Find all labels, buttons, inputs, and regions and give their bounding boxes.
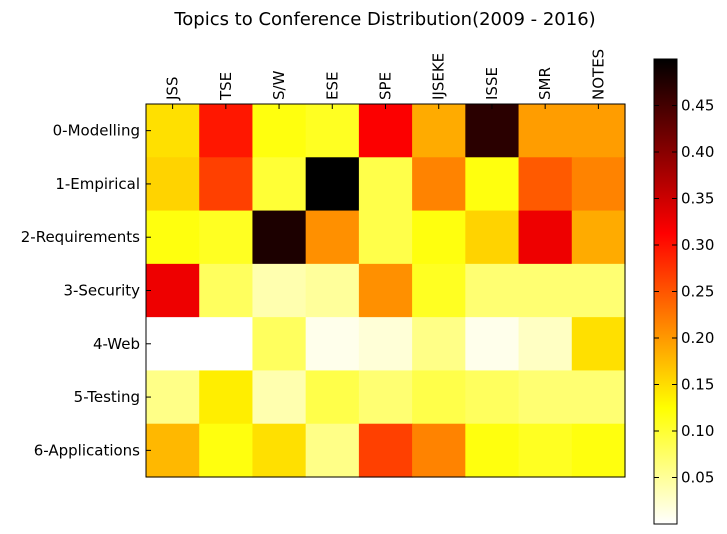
colorbar-tick-label: 0.45: [681, 97, 714, 115]
heatmap-cell-3-1: [199, 263, 254, 318]
row-labels: 0-Modelling 1-Empirical 2-Requirements 3-Se…: [21, 122, 151, 459]
column-label: SPE: [377, 72, 395, 100]
heatmap-cell-2-2: [252, 210, 307, 265]
heatmap-cell-3-0: [146, 263, 200, 318]
heatmap-cell-1-7: [518, 157, 573, 212]
colorbar-tick-label: 0.25: [681, 283, 714, 301]
colorbar-tick-label: 0.20: [681, 329, 714, 347]
heatmap-cell-1-4: [358, 157, 413, 212]
heatmap-cell-0-1: [199, 104, 254, 158]
heatmap-cell-5-1: [199, 370, 254, 425]
heatmap-cell-1-3: [305, 157, 360, 212]
heatmap-cell-5-4: [358, 370, 413, 425]
heatmap-cell-2-5: [412, 210, 466, 265]
heatmap-cell-1-0: [146, 157, 200, 212]
colorbar-tick-label: 0.10: [681, 422, 714, 440]
heatmap-cell-3-4: [358, 263, 413, 318]
heatmap-cell-6-3: [305, 423, 360, 478]
column-label: ISSE: [483, 67, 501, 100]
heatmap-cell-2-1: [199, 210, 254, 265]
heatmap-cell-6-7: [518, 423, 573, 478]
row-label: 4-Web: [93, 335, 140, 353]
heatmap-cell-1-5: [412, 157, 466, 212]
heatmap-cell-4-8: [571, 317, 626, 372]
row-label: 6-Applications: [34, 441, 140, 459]
colorbar-ticks: 0.05 0.10 0.15 0.20 0.25 0.30 0.35 0.40 0.45: [654, 97, 714, 487]
colorbar-tick-label: 0.30: [681, 236, 714, 254]
heatmap-cell-5-3: [305, 370, 360, 425]
heatmap-cell-6-2: [252, 423, 307, 478]
column-label: JSS: [164, 77, 182, 101]
heatmap-cell-5-6: [465, 370, 520, 425]
heatmap-cell-3-6: [465, 263, 520, 318]
heatmap-cell-5-2: [252, 370, 307, 425]
column-labels: JSS TSE S/W ESE SPE IJSEKE ISSE SMR NOTES: [164, 49, 607, 109]
column-label: S/W: [270, 70, 288, 100]
heatmap-cell-4-4: [358, 317, 413, 372]
heatmap-cell-3-5: [412, 263, 466, 318]
row-label: 5-Testing: [74, 388, 140, 406]
row-label: 3-Security: [63, 282, 140, 300]
heatmap-cell-6-8: [571, 423, 626, 478]
heatmap-cell-2-4: [358, 210, 413, 265]
heatmap-cell-3-8: [571, 263, 626, 318]
heatmap-cell-4-6: [465, 317, 520, 372]
heatmap-cell-4-7: [518, 317, 573, 372]
heatmap-cell-3-3: [305, 263, 360, 318]
heatmap-cell-1-2: [252, 157, 307, 212]
heatmap-cell-0-4: [358, 104, 413, 158]
heatmap-cell-2-3: [305, 210, 360, 265]
heatmap-cell-0-7: [518, 104, 573, 158]
heatmap-cell-0-5: [412, 104, 466, 158]
colorbar-tick-label: 0.05: [681, 469, 714, 487]
column-label: NOTES: [589, 49, 607, 100]
colorbar-tick-label: 0.40: [681, 143, 714, 161]
heatmap-cell-1-6: [465, 157, 520, 212]
heatmap-cell-2-8: [571, 210, 626, 265]
row-label: 2-Requirements: [21, 228, 140, 246]
heatmap-cell-5-0: [146, 370, 200, 425]
heatmap-cells: [146, 104, 626, 478]
colorbar-tick-label: 0.35: [681, 190, 714, 208]
heatmap-cell-0-6: [465, 104, 520, 158]
heatmap-cell-0-3: [305, 104, 360, 158]
heatmap-cell-1-1: [199, 157, 254, 212]
heatmap-cell-0-2: [252, 104, 307, 158]
column-label: TSE: [217, 72, 235, 101]
heatmap-cell-6-1: [199, 423, 254, 478]
heatmap-cell-4-3: [305, 317, 360, 372]
heatmap-cell-3-7: [518, 263, 573, 318]
heatmap-cell-2-7: [518, 210, 573, 265]
heatmap-cell-0-0: [146, 104, 200, 158]
heatmap-cell-5-7: [518, 370, 573, 425]
row-label: 0-Modelling: [53, 122, 140, 140]
row-label: 1-Empirical: [55, 175, 140, 193]
heatmap-cell-6-6: [465, 423, 520, 478]
heatmap-cell-4-2: [252, 317, 307, 372]
column-label: SMR: [536, 67, 554, 100]
heatmap-cell-2-6: [465, 210, 520, 265]
chart-title: Topics to Conference Distribution(2009 -…: [173, 9, 595, 30]
heatmap-cell-5-8: [571, 370, 626, 425]
heatmap-cell-4-0: [146, 317, 200, 372]
heatmap-cell-4-5: [412, 317, 466, 372]
heatmap-cell-1-8: [571, 157, 626, 212]
heatmap-cell-4-1: [199, 317, 254, 372]
column-label: IJSEKE: [430, 53, 448, 100]
column-label: ESE: [323, 72, 341, 100]
heatmap-cell-6-4: [358, 423, 413, 478]
heatmap-cell-6-5: [412, 423, 466, 478]
heatmap-cell-0-8: [571, 104, 626, 158]
heatmap-cell-2-0: [146, 210, 200, 265]
colorbar-tick-label: 0.15: [681, 376, 714, 394]
heatmap-cell-5-5: [412, 370, 466, 425]
heatmap-cell-6-0: [146, 423, 200, 478]
heatmap-cell-3-2: [252, 263, 307, 318]
